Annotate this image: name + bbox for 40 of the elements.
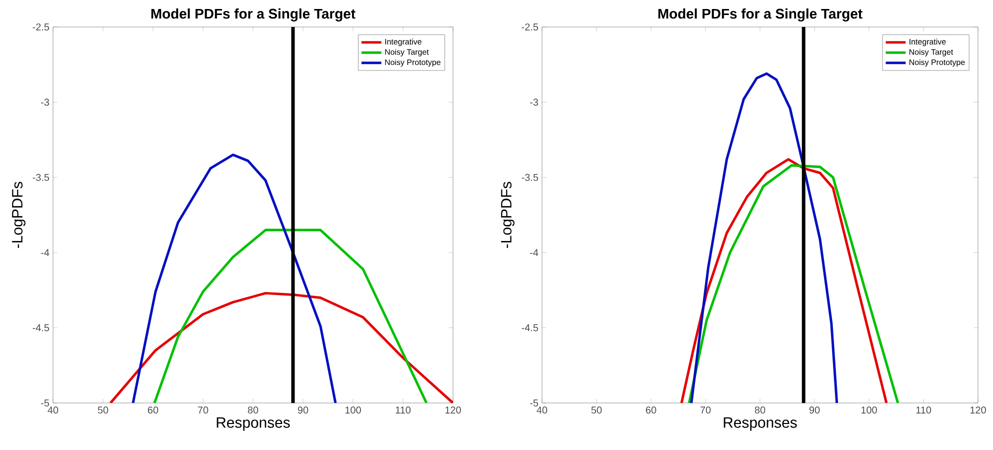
x-tick-label: 80: [754, 406, 766, 414]
y-tick-label: -4: [530, 249, 538, 256]
x-tick-label: 60: [148, 406, 158, 414]
y-axis-title: -LogPDFs: [12, 182, 26, 248]
x-tick-label: 50: [591, 406, 602, 414]
y-tick-label: -4.5: [522, 324, 538, 332]
x-tick-label: 120: [970, 406, 986, 414]
y-tick-label: -4.5: [32, 324, 50, 332]
line-series: [132, 154, 337, 403]
x-tick-label: 110: [396, 406, 411, 414]
x-tick-label: 80: [248, 406, 258, 414]
line-series: [109, 292, 453, 403]
y-tick-label: -2.5: [522, 23, 538, 31]
y-tick-label: -3: [530, 98, 538, 106]
x-tick-label: 100: [345, 406, 361, 414]
y-axis-title: -LogPDFs: [501, 182, 514, 248]
chart-title: Model PDFs for a Single Target: [658, 8, 862, 22]
chart-title: Model PDFs for a Single Target: [151, 8, 356, 22]
x-tick-label: 70: [198, 406, 208, 414]
x-axis-title: Responses: [724, 417, 797, 431]
y-tick-label: -3: [41, 98, 50, 106]
line-series: [153, 228, 428, 403]
x-tick-label: 50: [98, 406, 108, 414]
x-tick-label: 70: [700, 406, 711, 414]
y-tick-label: -2.5: [32, 23, 50, 31]
y-tick-label: -5: [530, 400, 538, 406]
x-tick-label: 100: [861, 406, 877, 414]
y-tick-label: -5: [41, 400, 50, 406]
x-tick-label: 120: [445, 406, 461, 414]
x-axis-title: Responses: [216, 417, 290, 431]
y-tick-label: -3.5: [32, 174, 50, 181]
y-tick-label: -3.5: [522, 174, 538, 181]
line-series: [690, 72, 838, 403]
x-tick-label: 60: [646, 406, 656, 414]
x-tick-label: 90: [298, 406, 308, 414]
x-tick-label: 40: [536, 406, 548, 414]
y-tick-label: -4: [41, 249, 50, 256]
x-tick-label: 110: [916, 406, 932, 414]
x-tick-label: 90: [809, 406, 820, 414]
x-tick-label: 40: [48, 406, 58, 414]
